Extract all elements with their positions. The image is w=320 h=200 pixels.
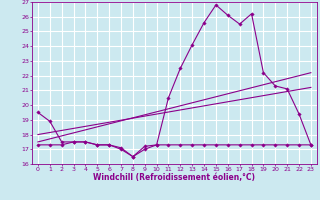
X-axis label: Windchill (Refroidissement éolien,°C): Windchill (Refroidissement éolien,°C) [93,173,255,182]
